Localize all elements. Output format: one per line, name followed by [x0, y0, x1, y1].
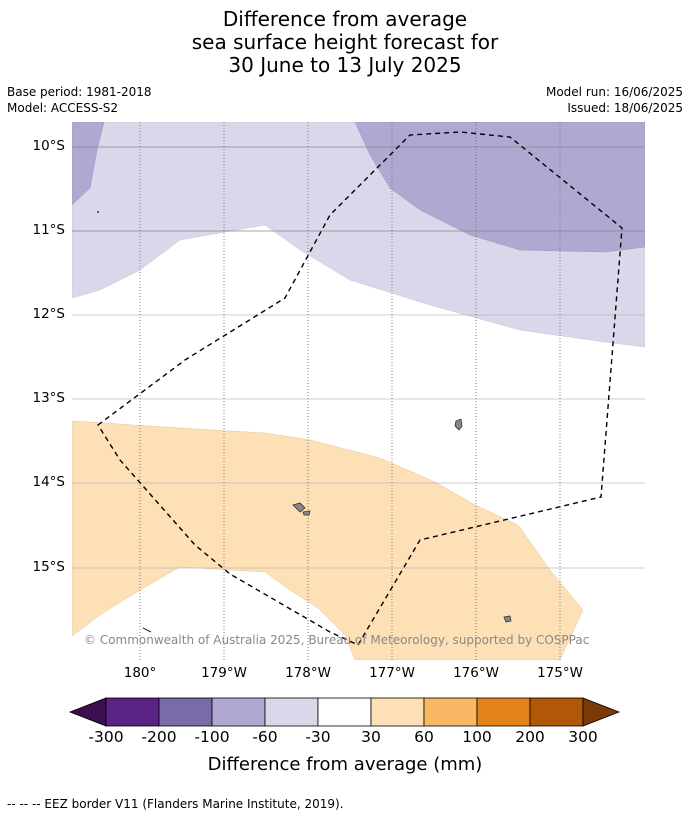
- colorbar-segment-8: [476, 697, 531, 727]
- colorbar-label-neg100: -100: [194, 728, 230, 746]
- meta-left: Base period: 1981-2018 Model: ACCESS-S2: [7, 84, 152, 116]
- colorbar-label-100: 100: [462, 728, 492, 746]
- model-name: Model: ACCESS-S2: [7, 101, 119, 115]
- lat-label-11s: 11°S: [32, 222, 66, 238]
- copyright-notice: © Commonwealth of Australia 2025, Bureau…: [84, 633, 590, 647]
- eez-border: [97, 131, 623, 646]
- title-line-1: Difference from average: [222, 7, 468, 31]
- anomaly-light-orange-region: [72, 420, 584, 660]
- lon-label-176w: 176°W: [453, 665, 499, 681]
- lat-label-12s: 12°S: [32, 306, 66, 322]
- colorbar-label-60: 60: [414, 728, 434, 746]
- colorbar: [68, 697, 621, 727]
- island-southwest-reef: [142, 627, 152, 633]
- lon-label-179w: 179°W: [201, 665, 247, 681]
- lat-label-15s: 15°S: [32, 559, 66, 575]
- colorbar-segment-6: [370, 697, 425, 727]
- colorbar-extend-high: [582, 697, 621, 727]
- colorbar-segment-2: [158, 697, 213, 727]
- issued-date: Issued: 18/06/2025: [567, 101, 683, 115]
- colorbar-extend-low: [68, 697, 107, 727]
- latitude-gridlines: [72, 146, 645, 569]
- colorbar-label-neg200: -200: [141, 728, 177, 746]
- lat-label-10s: 10°S: [32, 138, 66, 154]
- colorbar-title: Difference from average (mm): [207, 754, 483, 775]
- model-run: Model run: 16/06/2025: [545, 85, 683, 99]
- lon-label-178w: 178°W: [285, 665, 331, 681]
- map-title: Difference from average sea surface heig…: [0, 8, 690, 77]
- colorbar-label-neg30: -30: [305, 728, 331, 746]
- colorbar-segment-9: [529, 697, 584, 727]
- lat-label-13s: 13°S: [32, 390, 66, 406]
- eez-legend: -- -- -- EEZ border V11 (Flanders Marine…: [7, 797, 344, 811]
- colorbar-segment-7: [423, 697, 478, 727]
- island-wallis: [454, 418, 463, 431]
- lat-label-14s: 14°S: [32, 474, 66, 490]
- colorbar-label-300: 300: [568, 728, 598, 746]
- base-period: Base period: 1981-2018: [7, 85, 152, 99]
- title-line-2: sea surface height forecast for: [191, 30, 499, 54]
- lon-label-175w: 175°W: [537, 665, 583, 681]
- lon-label-177w: 177°W: [369, 665, 415, 681]
- colorbar-segment-4: [264, 697, 319, 727]
- colorbar-label-neg300: -300: [88, 728, 124, 746]
- colorbar-label-30: 30: [361, 728, 381, 746]
- colorbar-segment-5: [317, 697, 372, 727]
- map-area: [72, 122, 645, 660]
- island-alofi: [302, 510, 311, 516]
- colorbar-label-neg60: -60: [252, 728, 278, 746]
- title-line-3: 30 June to 13 July 2025: [228, 53, 462, 77]
- island-southeast: [503, 615, 512, 623]
- lon-label-180: 180°: [123, 665, 157, 681]
- island-futuna: [292, 502, 306, 513]
- colorbar-segment-3: [211, 697, 266, 727]
- meta-right: Model run: 16/06/2025 Issued: 18/06/2025: [546, 84, 683, 116]
- anomaly-mid-purple-region-west: [72, 122, 105, 206]
- island-northwest-speck: [97, 211, 99, 213]
- anomaly-mid-purple-region-east: [354, 122, 645, 253]
- colorbar-label-200: 200: [515, 728, 545, 746]
- colorbar-segment-1: [105, 697, 160, 727]
